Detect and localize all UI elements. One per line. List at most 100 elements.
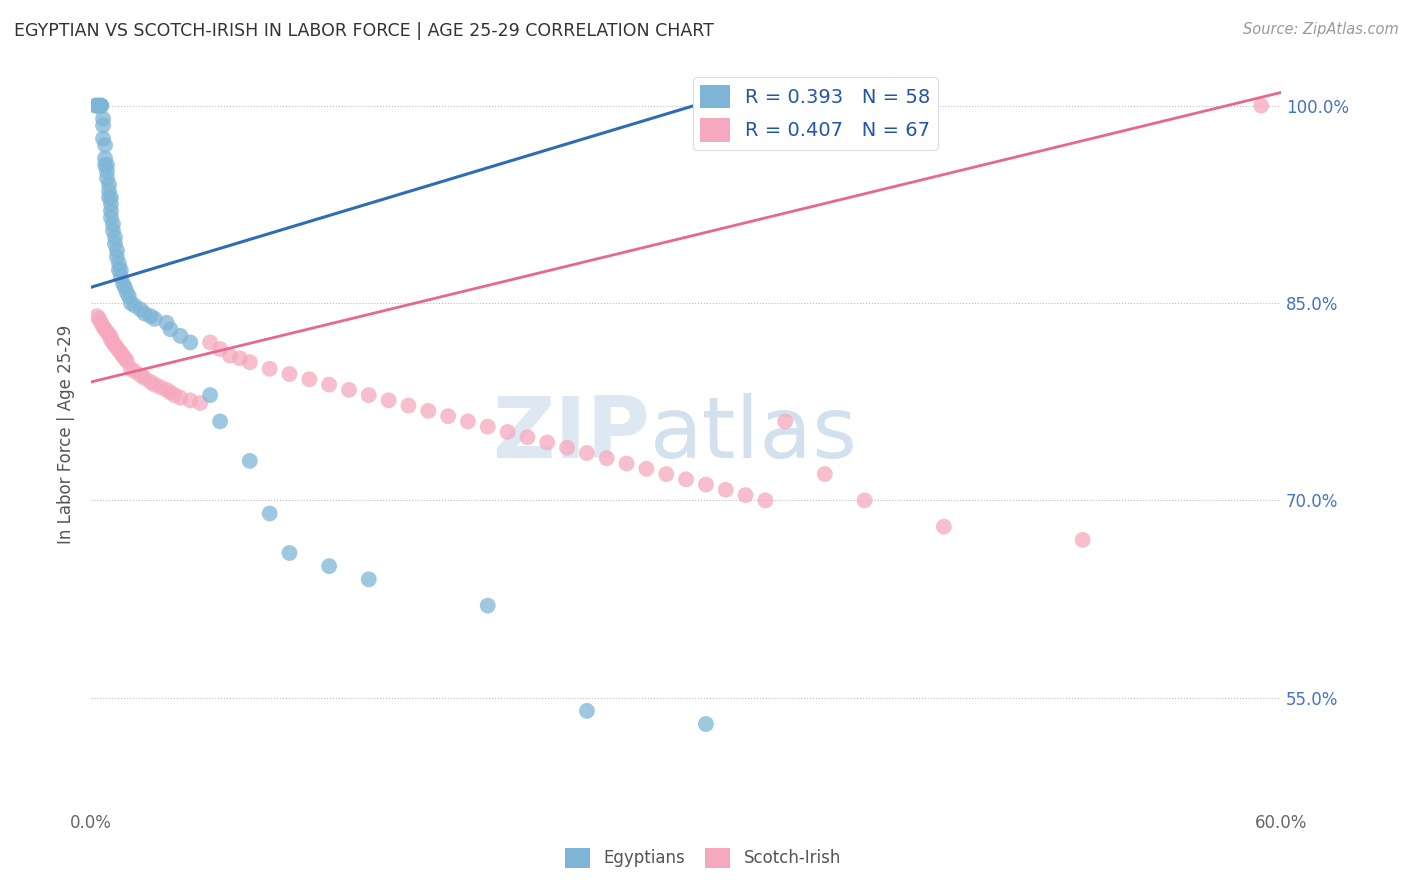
Point [932, 519, 955, 533]
Text: atlas: atlas [651, 393, 858, 476]
Point [179, 335, 201, 350]
Point [91, 131, 114, 145]
Legend: R = 0.393   N = 58, R = 0.407   N = 67: R = 0.393 N = 58, R = 0.407 N = 67 [693, 77, 938, 150]
Point [96, 164, 118, 178]
Point [377, 393, 399, 408]
Point [87, 311, 110, 326]
Point [159, 385, 181, 400]
Point [105, 244, 128, 258]
Point [90, 98, 112, 112]
Point [94, 138, 117, 153]
Point [675, 472, 697, 486]
Point [118, 289, 141, 303]
Point [596, 451, 619, 466]
Point [129, 368, 152, 383]
Point [496, 425, 519, 439]
Point [575, 704, 598, 718]
Text: ZIP: ZIP [492, 393, 651, 476]
Point [516, 430, 538, 444]
Point [98, 191, 121, 205]
Point [87, 98, 110, 112]
Point [86, 98, 108, 112]
Point [110, 269, 132, 284]
Point [104, 338, 127, 352]
Point [575, 446, 598, 460]
Point [100, 197, 122, 211]
Point [714, 483, 737, 497]
Point [209, 342, 232, 356]
Point [115, 285, 138, 300]
Point [120, 296, 142, 310]
Point [91, 112, 114, 126]
Point [98, 327, 121, 342]
Point [198, 388, 221, 402]
Point [108, 256, 131, 270]
Point [149, 380, 172, 394]
Point [86, 98, 108, 112]
Point [86, 309, 108, 323]
Point [457, 414, 479, 428]
Point [105, 250, 128, 264]
Point [337, 383, 360, 397]
Point [555, 441, 578, 455]
Point [101, 217, 124, 231]
Point [100, 211, 122, 225]
Point [108, 263, 131, 277]
Point [179, 393, 201, 408]
Point [169, 391, 191, 405]
Point [98, 184, 121, 198]
Point [100, 333, 122, 347]
Point [655, 467, 678, 481]
Point [90, 98, 112, 112]
Point [124, 364, 146, 378]
Point [159, 322, 181, 336]
Point [100, 191, 122, 205]
Point [111, 277, 134, 291]
Point [1250, 98, 1272, 112]
Point [209, 414, 232, 428]
Point [773, 414, 796, 428]
Point [477, 419, 499, 434]
Point [734, 488, 756, 502]
Point [695, 717, 717, 731]
Point [101, 335, 124, 350]
Point [98, 178, 121, 192]
Point [120, 361, 142, 376]
Point [110, 263, 132, 277]
Point [94, 158, 117, 172]
Point [100, 203, 122, 218]
Point [90, 316, 112, 330]
Text: EGYPTIAN VS SCOTCH-IRISH IN LABOR FORCE | AGE 25-29 CORRELATION CHART: EGYPTIAN VS SCOTCH-IRISH IN LABOR FORCE … [14, 22, 714, 40]
Point [318, 377, 340, 392]
Point [96, 158, 118, 172]
Point [91, 319, 114, 334]
Point [754, 493, 776, 508]
Point [96, 171, 118, 186]
Point [143, 311, 166, 326]
Point [418, 404, 440, 418]
Point [616, 457, 638, 471]
Point [155, 316, 177, 330]
Point [163, 388, 186, 402]
Point [695, 477, 717, 491]
Point [229, 351, 252, 366]
Point [278, 546, 301, 560]
Y-axis label: In Labor Force | Age 25-29: In Labor Force | Age 25-29 [58, 325, 75, 544]
Point [84, 98, 107, 112]
Point [814, 467, 837, 481]
Point [90, 98, 112, 112]
Point [853, 493, 876, 508]
Point [396, 399, 419, 413]
Point [94, 322, 117, 336]
Point [139, 309, 162, 323]
Point [219, 349, 242, 363]
Point [100, 330, 122, 344]
Point [239, 454, 262, 468]
Point [110, 346, 132, 360]
Point [104, 236, 127, 251]
Point [259, 507, 281, 521]
Point [124, 299, 146, 313]
Point [96, 325, 118, 339]
Point [104, 230, 127, 244]
Point [101, 224, 124, 238]
